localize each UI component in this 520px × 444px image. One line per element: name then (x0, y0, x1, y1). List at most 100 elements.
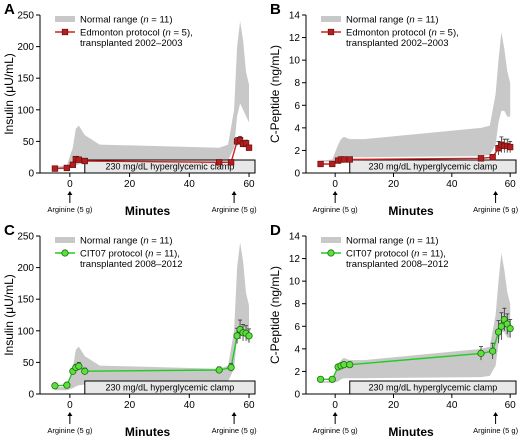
y-tick-label: 0 (28, 390, 34, 401)
y-tick-label: 6 (294, 322, 300, 333)
y-tick-label: 50 (23, 358, 35, 369)
x-tick-label: 20 (388, 400, 400, 411)
arginine-label: Arginine (5 g) (47, 205, 93, 214)
legend-series-label: CIT07 protocol (n = 11), (346, 249, 446, 260)
panel-letter: D (270, 222, 281, 239)
clamp-label: 230 mg/dL hyperglycemic clamp (369, 162, 498, 172)
data-point (216, 159, 223, 166)
data-point (63, 381, 71, 389)
data-point (489, 154, 496, 161)
arginine-arrowhead (231, 412, 237, 416)
y-tick-label: 0 (28, 169, 34, 180)
x-tick-label: 0 (67, 179, 73, 190)
y-tick-label: 250 (17, 11, 34, 22)
data-point (75, 156, 82, 163)
y-tick-label: 100 (17, 326, 34, 337)
panel-letter: A (4, 1, 15, 18)
data-point (477, 155, 485, 162)
x-axis-label: Minutes (388, 204, 434, 218)
arginine-label: Arginine (5 g) (212, 205, 258, 214)
panel-c: C 230 mg/dL hyperglycemic clamp 0 50 100 150 2… (2, 222, 257, 439)
arginine-label: Arginine (5 g) (47, 426, 93, 435)
series-group (51, 135, 253, 172)
legend-normal-label: Normal range (n = 11) (346, 15, 439, 26)
data-point (506, 324, 514, 333)
y-tick-label: 100 (17, 105, 34, 116)
legend-series-marker (327, 249, 335, 257)
y-axis-label: Insulin (μU/mL) (2, 53, 16, 135)
arginine-label: Arginine (5 g) (212, 426, 258, 435)
x-tick-label: 20 (124, 400, 136, 411)
data-point (316, 375, 325, 383)
y-axis-label: Insulin (μU/mL) (2, 274, 16, 356)
panel-b: B 230 mg/dL hyperglycemic clamp 0 2 4 6 8 10 12 1… (268, 1, 519, 218)
y-tick-label: 10 (289, 56, 301, 67)
arginine-arrowhead (332, 412, 338, 416)
y-tick-label: 200 (17, 42, 34, 53)
y-tick-label: 12 (289, 254, 301, 265)
panel-a: A 230 mg/dL hyperglycemic clamp 0 50 100 150 2… (2, 1, 257, 218)
data-point (81, 367, 89, 375)
data-point (51, 382, 59, 390)
legend-series-label-line2: transplanted 2002–2003 (346, 38, 448, 49)
normal-range-band (54, 21, 250, 170)
x-tick-label: 40 (446, 179, 458, 190)
y-tick-label: 6 (294, 101, 300, 112)
data-point (317, 160, 324, 168)
x-tick-label: 0 (332, 400, 338, 411)
panel-letter: C (4, 222, 15, 239)
data-point (69, 161, 76, 168)
arginine-arrowhead (493, 412, 499, 416)
x-tick-label: 0 (67, 400, 73, 411)
x-tick-label: 20 (124, 179, 136, 190)
legend-normal-label: Normal range (n = 11) (80, 15, 173, 26)
legend-series-label-line2: transplanted 2002–2003 (80, 38, 182, 49)
x-tick-label: 40 (184, 179, 196, 190)
data-point (329, 160, 336, 168)
panel-letter: B (270, 1, 281, 18)
data-point (346, 156, 353, 163)
normal-range-band (320, 31, 511, 162)
legend-normal-label: Normal range (n = 11) (80, 236, 173, 247)
legend-series-marker (61, 28, 69, 36)
data-point (227, 363, 235, 372)
panel-d: D 230 mg/dL hyperglycemic clamp 0 2 4 6 8 10 12 1… (268, 222, 519, 439)
x-tick-label: 60 (505, 179, 517, 190)
y-tick-label: 10 (289, 277, 301, 288)
data-point (81, 157, 88, 165)
data-point (477, 349, 485, 357)
y-axis-label: C-Peptide (ng/mL) (268, 266, 282, 364)
normal-range-band (54, 242, 250, 391)
y-tick-label: 0 (294, 169, 300, 180)
y-tick-label: 150 (17, 74, 34, 85)
data-point (489, 347, 497, 355)
arginine-arrowhead (493, 191, 499, 195)
x-tick-label: 60 (505, 400, 517, 411)
data-point (328, 375, 336, 383)
x-axis-label: Minutes (125, 425, 171, 439)
legend-series-marker (61, 249, 69, 257)
y-tick-label: 2 (294, 146, 300, 157)
data-point (227, 159, 235, 166)
data-point (63, 164, 71, 172)
legend-series-label-line2: transplanted 2008–2012 (346, 259, 448, 270)
arginine-label: Arginine (5 g) (473, 205, 519, 214)
data-point (75, 362, 83, 370)
data-point (340, 156, 348, 163)
x-axis-label: Minutes (125, 204, 171, 218)
series-group (317, 136, 514, 168)
x-tick-label: 40 (446, 400, 458, 411)
arginine-label: Arginine (5 g) (473, 426, 519, 435)
data-point (51, 165, 59, 172)
y-tick-label: 250 (17, 232, 34, 243)
y-tick-label: 0 (294, 390, 300, 401)
arginine-arrowhead (231, 191, 237, 195)
arginine-arrowhead (67, 191, 73, 195)
x-tick-label: 0 (332, 179, 338, 190)
data-point (215, 366, 223, 374)
legend-series-label: CIT07 protocol (n = 11), (80, 249, 180, 260)
x-tick-label: 60 (243, 400, 255, 411)
y-tick-label: 4 (294, 344, 300, 355)
y-tick-label: 8 (294, 299, 300, 310)
y-tick-label: 14 (289, 232, 301, 243)
